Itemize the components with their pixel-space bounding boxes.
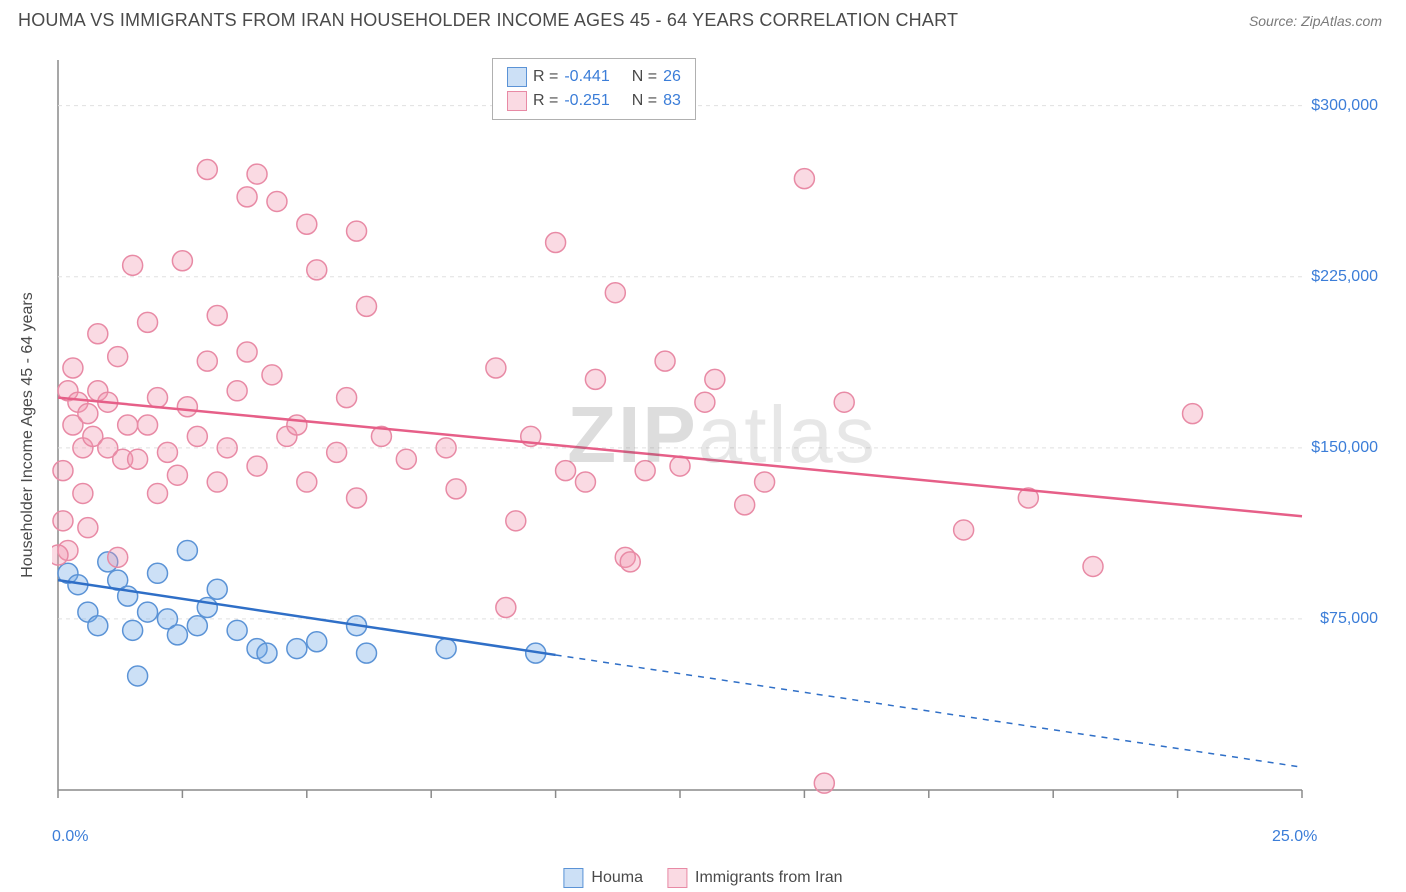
legend-label: Houma xyxy=(591,869,643,887)
y-tick-label: $225,000 xyxy=(1311,268,1378,286)
r-label: R = xyxy=(533,65,558,89)
stats-legend-row: R = -0.251 N = 83 xyxy=(507,89,681,113)
legend-label: Immigrants from Iran xyxy=(695,869,843,887)
stats-legend-row: R = -0.441 N = 26 xyxy=(507,65,681,89)
r-label: R = xyxy=(533,89,558,113)
x-tick-label: 25.0% xyxy=(1272,828,1317,846)
chart-title: HOUMA VS IMMIGRANTS FROM IRAN HOUSEHOLDE… xyxy=(18,10,958,31)
r-value: -0.251 xyxy=(564,89,609,113)
source-label: Source: ZipAtlas.com xyxy=(1249,13,1382,29)
n-value: 83 xyxy=(663,89,681,113)
x-tick-label: 0.0% xyxy=(52,828,88,846)
legend-item: Immigrants from Iran xyxy=(667,868,843,888)
legend-swatch xyxy=(667,868,687,888)
legend-swatch xyxy=(563,868,583,888)
y-tick-label: $150,000 xyxy=(1311,439,1378,457)
n-label: N = xyxy=(632,89,657,113)
stats-legend: R = -0.441 N = 26 R = -0.251 N = 83 xyxy=(492,58,696,120)
y-tick-label: $75,000 xyxy=(1320,610,1378,628)
series-legend: Houma Immigrants from Iran xyxy=(563,868,842,888)
scatter-plot xyxy=(52,50,1392,820)
legend-swatch xyxy=(507,67,527,87)
header: HOUMA VS IMMIGRANTS FROM IRAN HOUSEHOLDE… xyxy=(0,0,1406,39)
legend-swatch xyxy=(507,91,527,111)
y-axis-label: Householder Income Ages 45 - 64 years xyxy=(19,292,37,578)
y-tick-label: $300,000 xyxy=(1311,97,1378,115)
legend-item: Houma xyxy=(563,868,643,888)
n-label: N = xyxy=(632,65,657,89)
n-value: 26 xyxy=(663,65,681,89)
chart-area: Householder Income Ages 45 - 64 years ZI… xyxy=(52,50,1392,820)
r-value: -0.441 xyxy=(564,65,609,89)
